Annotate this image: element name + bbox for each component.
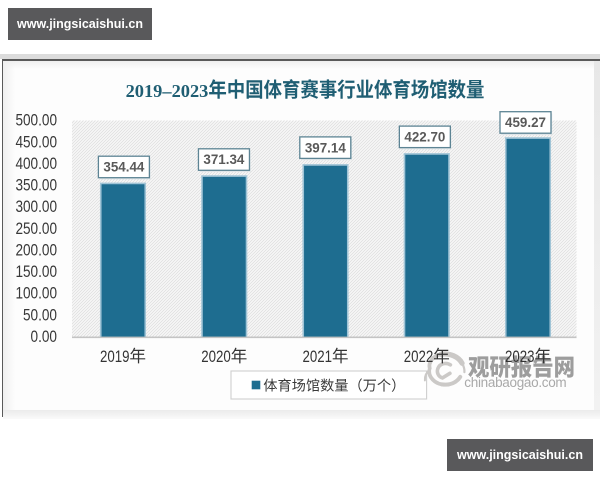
svg-text:2023: 2023 [505, 348, 535, 367]
svg-text:422.70: 422.70 [404, 130, 445, 145]
svg-text:50.00: 50.00 [23, 306, 57, 325]
svg-text:250.00: 250.00 [15, 219, 57, 238]
svg-text:459.27: 459.27 [505, 115, 546, 130]
svg-text:371.34: 371.34 [203, 152, 245, 167]
svg-text:2021: 2021 [302, 348, 332, 367]
svg-text:400.00: 400.00 [15, 155, 57, 174]
svg-text:397.14: 397.14 [305, 140, 347, 155]
svg-text:0.00: 0.00 [31, 328, 57, 347]
svg-text:200.00: 200.00 [15, 241, 57, 260]
svg-text:300.00: 300.00 [15, 198, 57, 217]
svg-text:2019–2023: 2019–2023 [126, 81, 209, 101]
svg-text:chinabaogao.com: chinabaogao.com [464, 375, 566, 390]
svg-text:354.44: 354.44 [103, 160, 145, 175]
svg-text:2020: 2020 [201, 348, 231, 367]
svg-text:150.00: 150.00 [15, 263, 57, 282]
svg-text:450.00: 450.00 [15, 133, 57, 152]
svg-text:100.00: 100.00 [15, 284, 57, 303]
svg-text:2022: 2022 [404, 348, 434, 367]
svg-text:500.00: 500.00 [15, 111, 57, 130]
svg-text:350.00: 350.00 [15, 176, 57, 195]
svg-text:2019: 2019 [100, 348, 130, 367]
